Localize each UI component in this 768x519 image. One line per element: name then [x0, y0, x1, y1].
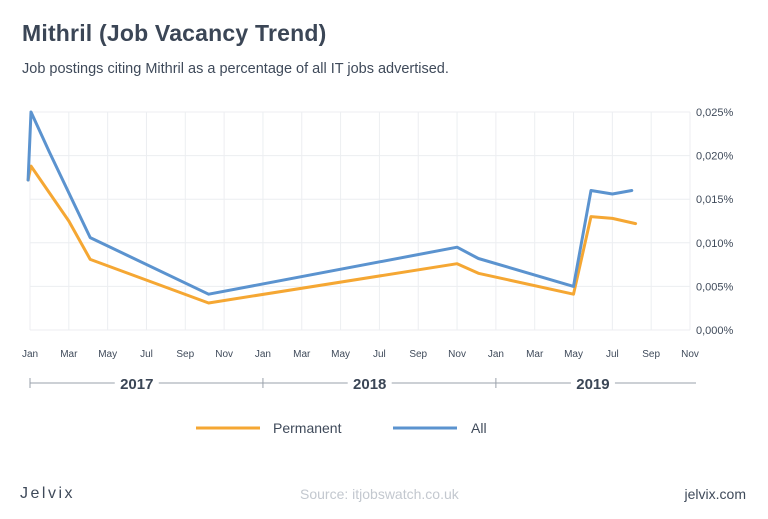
x-tick-label: Mar: [60, 349, 78, 360]
x-tick-label: Jan: [488, 349, 504, 360]
x-tick-label: Jan: [22, 349, 38, 360]
x-tick-label: Nov: [448, 349, 466, 360]
x-tick-label: Nov: [681, 349, 699, 360]
x-tick-label: Sep: [409, 349, 427, 360]
grid-lines: [29, 111, 691, 331]
y-axis-ticks: 0,000% 0,005% 0,010% 0,015% 0,020% 0,025%: [696, 107, 734, 337]
site-link[interactable]: jelvix.com: [684, 486, 746, 502]
x-tick-label: Mar: [293, 349, 311, 360]
year-label: 2018: [353, 376, 386, 393]
x-tick-label: May: [98, 349, 117, 360]
series-line-all: [26, 110, 634, 296]
chart-title: Mithril (Job Vacancy Trend): [22, 20, 327, 46]
series-lines: [26, 110, 638, 305]
legend: Permanent All: [196, 420, 487, 436]
x-tick-label: Jul: [140, 349, 153, 360]
x-tick-label: Mar: [526, 349, 544, 360]
legend-label-all: All: [471, 420, 487, 436]
x-tick-label: Sep: [176, 349, 194, 360]
y-tick-label: 0,015%: [696, 194, 734, 206]
year-label: 2017: [120, 376, 153, 393]
x-tick-label: Nov: [215, 349, 233, 360]
jelvix-logo: Jelvix: [20, 485, 76, 502]
x-tick-label: Jul: [373, 349, 386, 360]
x-tick-label: Sep: [642, 349, 660, 360]
source-note: Source: itjobswatch.co.uk: [300, 486, 459, 502]
x-tick-label: May: [331, 349, 350, 360]
x-tick-label: May: [564, 349, 583, 360]
y-tick-label: 0,010%: [696, 238, 734, 250]
x-axis-ticks: Jan Mar May Jul Sep Nov Jan Mar May Jul Sep Nov Jan M…: [22, 349, 699, 360]
year-axis: 2017 2018 2019: [29, 376, 696, 393]
year-label: 2019: [576, 376, 609, 393]
y-tick-label: 0,005%: [696, 281, 734, 293]
y-tick-label: 0,000%: [696, 325, 734, 337]
series-line-permanent: [26, 164, 638, 305]
legend-label-permanent: Permanent: [273, 420, 342, 436]
chart-subtitle: Job postings citing Mithril as a percent…: [22, 61, 449, 77]
x-tick-label: Jan: [255, 349, 271, 360]
line-chart: 0,000% 0,005% 0,010% 0,015% 0,020% 0,025% Jan…: [22, 107, 734, 436]
x-tick-label: Jul: [606, 349, 619, 360]
y-tick-label: 0,020%: [696, 151, 734, 163]
y-tick-label: 0,025%: [696, 107, 734, 119]
